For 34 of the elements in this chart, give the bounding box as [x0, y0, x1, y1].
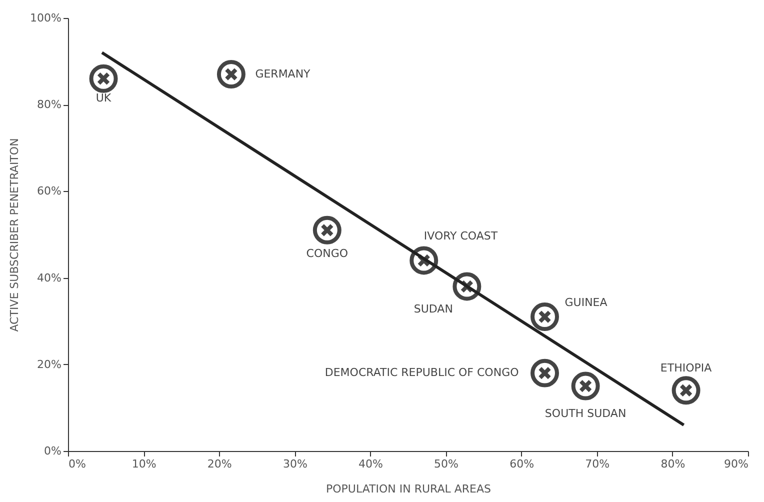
annotation: SUDAN: [414, 302, 453, 316]
y-tick-label: 40%: [37, 271, 62, 284]
point: [216, 60, 246, 89]
x-tick-label: 90%: [724, 458, 748, 470]
x-tick-label: 60%: [510, 458, 534, 470]
annotation: CONGO: [306, 247, 348, 260]
point: [530, 358, 560, 388]
x-tick-label: 40%: [358, 458, 383, 470]
annotation: UK: [96, 92, 112, 105]
x-tick-label: 50%: [434, 458, 459, 470]
annotation: IVORY COAST: [424, 229, 498, 242]
y-tick-label: 60%: [37, 184, 62, 198]
x-axis-title: POPULATION IN RURAL AREAS: [326, 482, 492, 496]
point: [530, 302, 560, 332]
point: [672, 376, 700, 405]
x-tick-label: 30%: [282, 458, 308, 470]
annotation: ETHIOPIA: [660, 361, 712, 374]
point: [89, 64, 118, 93]
y-tick-label: 80%: [37, 98, 62, 112]
y-tick-label: 0%: [44, 444, 62, 458]
x-tick-label: 70%: [585, 458, 610, 470]
y-tick-label: 20%: [37, 358, 62, 371]
annotation: SOUTH SUDAN: [544, 407, 626, 420]
y-axis-title: ACTIVE SUBSCRIBER PENETRAITON: [8, 138, 22, 332]
point: [312, 216, 342, 244]
annotation: GUINEA: [564, 296, 608, 309]
x-tick-label: 0%: [68, 458, 86, 470]
annotation: GERMANY: [255, 67, 311, 80]
annotation: DEMOCRATIC REPUBLIC OF CONGO: [324, 366, 520, 380]
x-tick-label: 10%: [132, 458, 156, 470]
x-tick-label: 20%: [207, 458, 232, 470]
y-tick-label: 100%: [30, 12, 62, 24]
x-tick-label: 80%: [660, 458, 686, 470]
point: [571, 372, 600, 400]
